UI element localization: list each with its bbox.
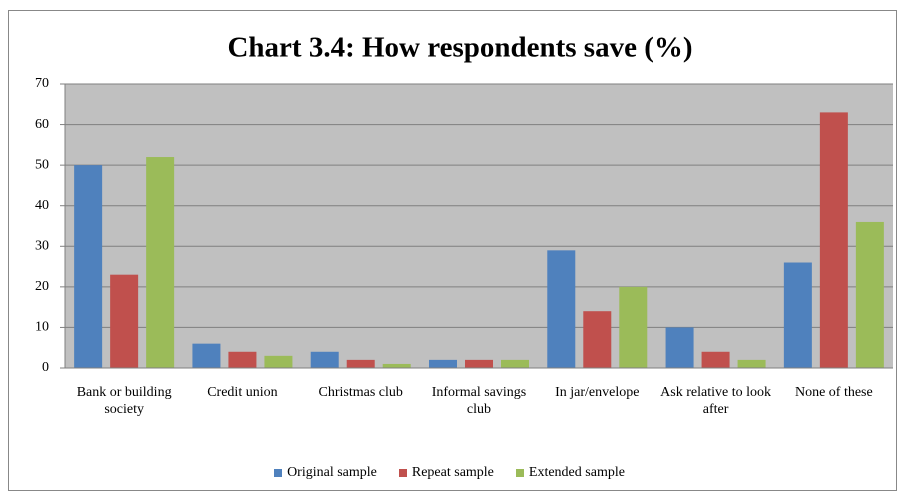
legend-swatch [515,469,524,477]
bar [74,165,103,368]
y-tick-label: 70 [35,76,49,91]
bar [855,221,884,368]
bar [619,286,648,368]
legend-item: Extended sample [515,465,625,481]
y-tick-label: 60 [35,117,49,132]
x-tick-label: Bank or building society [76,385,172,417]
plot-area [65,84,893,368]
bar [465,359,493,368]
bar [583,311,612,368]
bar [501,359,529,368]
bar [737,359,766,368]
x-tick-label: Christmas club [318,385,403,400]
y-tick-label: 10 [35,320,49,335]
x-tick-label: Informal savings club [431,385,527,417]
legend-label: Original sample [287,465,377,480]
legend-swatch [398,469,407,477]
legend-swatch [274,469,283,477]
y-tick-label: 20 [35,279,49,294]
bar [346,359,375,368]
legend-item: Repeat sample [398,465,494,481]
y-tick-label: 0 [42,360,49,375]
legend: Original sample Repeat sample Extended sam… [0,465,899,481]
y-tick-label: 30 [35,239,49,254]
y-tick-label: 40 [35,198,49,213]
bar [665,327,694,368]
x-tick-label: None of these [794,385,873,400]
bar [547,250,576,368]
legend-label: Repeat sample [411,465,494,480]
chart-title: Chart 3.4: How respondents save (%) [227,32,692,64]
bar [701,351,730,368]
bar [192,343,221,368]
x-tick-label: Ask relative to look after [660,385,771,417]
bar [110,274,139,368]
y-tick-label: 50 [35,157,49,172]
bar [310,351,339,368]
bar [264,355,293,368]
bar [228,351,257,368]
x-tick-label: In jar/envelope [555,385,640,400]
bar [819,112,848,369]
bar [382,363,411,368]
legend-label: Extended sample [528,465,625,480]
x-tick-label: Credit union [207,385,278,400]
bar [783,262,812,368]
bar [429,359,457,368]
legend-item: Original sample [274,465,377,481]
bar [146,157,175,368]
